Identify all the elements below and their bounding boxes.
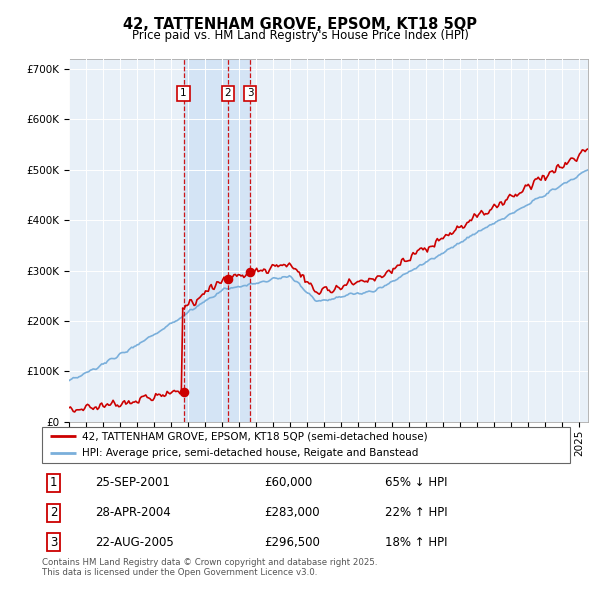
Text: 42, TATTENHAM GROVE, EPSOM, KT18 5QP (semi-detached house): 42, TATTENHAM GROVE, EPSOM, KT18 5QP (se… <box>82 431 427 441</box>
Text: 22-AUG-2005: 22-AUG-2005 <box>95 536 173 549</box>
Point <box>245 268 255 277</box>
Text: 2: 2 <box>224 88 231 99</box>
Text: HPI: Average price, semi-detached house, Reigate and Banstead: HPI: Average price, semi-detached house,… <box>82 448 418 458</box>
Text: £60,000: £60,000 <box>264 477 312 490</box>
Text: 42, TATTENHAM GROVE, EPSOM, KT18 5QP: 42, TATTENHAM GROVE, EPSOM, KT18 5QP <box>123 17 477 31</box>
Text: Contains HM Land Registry data © Crown copyright and database right 2025.
This d: Contains HM Land Registry data © Crown c… <box>42 558 377 577</box>
Text: £296,500: £296,500 <box>264 536 320 549</box>
Bar <box>184 59 250 422</box>
Text: 3: 3 <box>247 88 253 99</box>
Text: 28-APR-2004: 28-APR-2004 <box>95 506 170 519</box>
Point <box>179 387 188 396</box>
Text: 25-SEP-2001: 25-SEP-2001 <box>95 477 170 490</box>
Text: 22% ↑ HPI: 22% ↑ HPI <box>385 506 448 519</box>
Text: 3: 3 <box>50 536 58 549</box>
Point <box>223 274 233 284</box>
Text: 18% ↑ HPI: 18% ↑ HPI <box>385 536 448 549</box>
Text: Price paid vs. HM Land Registry's House Price Index (HPI): Price paid vs. HM Land Registry's House … <box>131 30 469 42</box>
Text: 1: 1 <box>50 477 58 490</box>
Text: 1: 1 <box>180 88 187 99</box>
Text: 2: 2 <box>50 506 58 519</box>
FancyBboxPatch shape <box>42 427 570 463</box>
Text: 65% ↓ HPI: 65% ↓ HPI <box>385 477 448 490</box>
Text: £283,000: £283,000 <box>264 506 319 519</box>
